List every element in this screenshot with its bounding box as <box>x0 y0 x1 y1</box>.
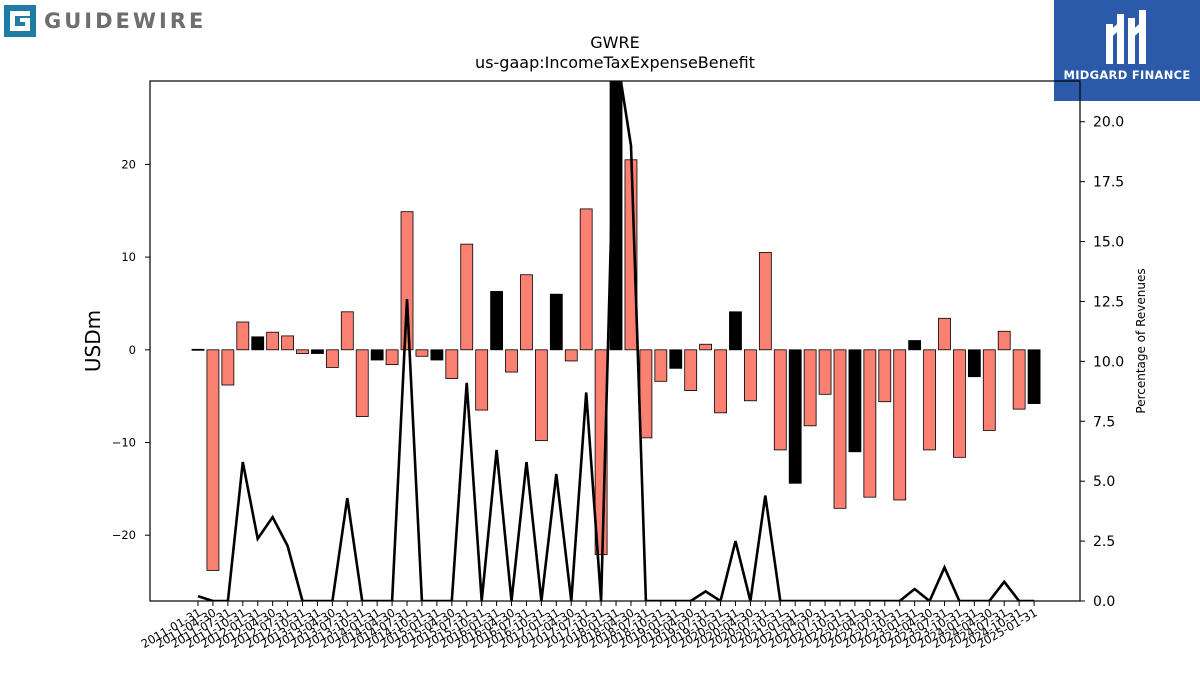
bar-2024-07-31 <box>997 330 1011 351</box>
y-tick-label: 20 <box>121 157 136 171</box>
bar-2020-10-31 <box>773 349 787 451</box>
guidewire-mark-icon <box>4 5 36 37</box>
y-tick-label: −10 <box>112 435 136 449</box>
bar-series <box>191 81 1041 571</box>
bar-2015-07-31 <box>460 243 474 351</box>
bar-2019-10-31 <box>714 349 727 414</box>
bar-2011-01-31 <box>191 348 205 351</box>
y2-tick-label: 2.5 <box>1093 534 1115 550</box>
bar-2023-01-31 <box>908 340 922 351</box>
y-axis-label: USDm <box>81 310 105 372</box>
bar-2019-07-31 <box>699 343 713 351</box>
bar-2022-10-31 <box>893 349 907 501</box>
bar-2022-01-31 <box>848 349 862 453</box>
bar-2018-07-31 <box>639 349 653 439</box>
bar-2013-04-30 <box>325 349 339 368</box>
bar-2011-07-31 <box>221 349 235 386</box>
midgard-finance-logo: MIDGARD FINANCE <box>1054 0 1200 101</box>
guidewire-wordmark: GUIDEWIRE <box>44 9 207 33</box>
y-tick-label: 0 <box>129 343 136 357</box>
bar-2022-04-30 <box>863 349 877 498</box>
bar-2021-10-31 <box>833 349 847 509</box>
bar-2011-10-31 <box>236 321 250 351</box>
bar-2022-07-31 <box>878 349 892 403</box>
y2-tick-label: 12.5 <box>1093 294 1124 310</box>
bar-2015-01-31 <box>430 349 444 361</box>
bar-2014-01-31 <box>370 349 384 361</box>
bar-2019-04-30 <box>684 349 698 391</box>
bar-2020-01-31 <box>729 311 742 351</box>
bar-2020-07-31 <box>758 252 772 351</box>
bar-2014-10-31 <box>415 349 429 357</box>
bar-2024-01-31 <box>967 349 981 378</box>
y2-tick-label: 5.0 <box>1093 474 1115 490</box>
y2-tick-label: 15.0 <box>1093 235 1124 251</box>
bar-2021-04-30 <box>803 349 817 427</box>
bar-2011-04-30 <box>206 349 220 571</box>
y2-tick-label: 20.0 <box>1093 115 1124 131</box>
bar-2016-10-31 <box>534 349 548 442</box>
bar-2014-04-30 <box>385 349 399 366</box>
bar-2013-01-31 <box>311 349 324 354</box>
bar-2015-10-31 <box>475 349 489 411</box>
y2-tick-label: 10.0 <box>1093 354 1124 370</box>
bar-2012-07-31 <box>281 335 294 351</box>
bar-2012-04-30 <box>266 331 280 351</box>
chart-subtitle: us-gaap:IncomeTaxExpenseBenefit <box>475 53 755 72</box>
bar-2023-07-31 <box>938 317 951 351</box>
guidewire-logo: GUIDEWIRE <box>4 4 206 38</box>
bar-2024-10-31 <box>1012 349 1026 410</box>
chart-title: GWRE <box>590 33 639 52</box>
line-series <box>197 81 1035 601</box>
bar-2017-04-30 <box>564 349 578 362</box>
bar-2023-10-31 <box>953 349 966 458</box>
y-tick-label: 10 <box>121 250 136 264</box>
bar-2014-07-31 <box>400 211 414 351</box>
bar-2017-07-31 <box>579 208 593 351</box>
percentage-line <box>197 81 1035 601</box>
y2-tick-label: 7.5 <box>1093 414 1115 430</box>
bar-2024-04-30 <box>982 349 996 431</box>
bar-2013-07-31 <box>340 311 354 351</box>
bar-2012-10-31 <box>296 349 309 354</box>
bar-2018-10-31 <box>654 349 668 382</box>
bar-2013-10-31 <box>355 349 369 417</box>
axes: −20 −10 0 10 20 0.0 2.5 5.0 7.5 10.0 12.5 15.0 17.5 2… <box>112 80 1124 651</box>
y-tick-label: −20 <box>112 528 136 542</box>
plot-frame <box>149 80 1081 602</box>
midgard-wordmark: MIDGARD FINANCE <box>1063 68 1191 82</box>
bar-2021-07-31 <box>818 349 832 395</box>
bar-2020-04-30 <box>744 349 757 402</box>
y2-axis-label: Percentage of Revenues <box>1134 268 1148 413</box>
bar-2021-01-31 <box>788 349 802 484</box>
y2-tick-label: 0.0 <box>1093 594 1115 610</box>
bar-2019-01-31 <box>669 349 683 369</box>
y2-tick-label: 17.5 <box>1093 175 1124 191</box>
bar-2016-04-30 <box>505 349 518 373</box>
bar-2016-07-31 <box>520 274 533 351</box>
bar-2017-01-31 <box>549 293 563 351</box>
bar-2012-01-31 <box>251 336 265 351</box>
bar-2025-01-31 <box>1027 349 1041 404</box>
bar-2016-01-31 <box>490 291 504 351</box>
bar-2023-04-30 <box>923 349 936 451</box>
bar-2015-04-30 <box>445 349 459 379</box>
midgard-mark-icon <box>1106 10 1146 64</box>
